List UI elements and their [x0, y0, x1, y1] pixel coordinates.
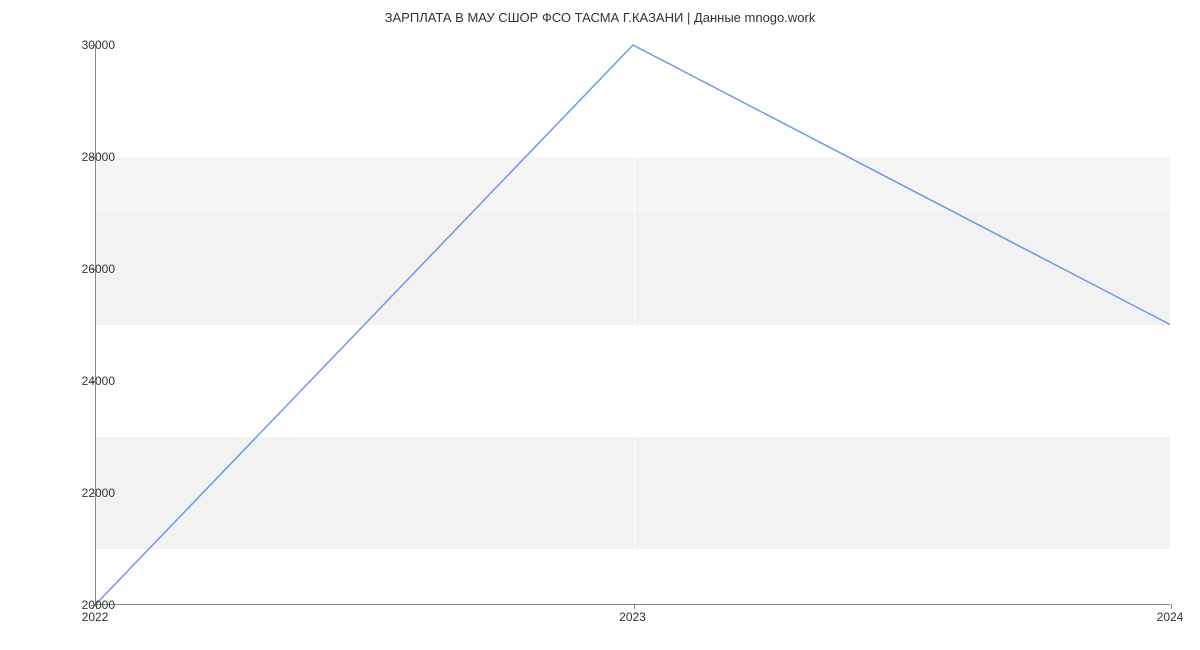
y-tick-label: 20000: [55, 598, 115, 612]
x-tick-label: 2024: [1157, 610, 1184, 624]
y-tick-label: 28000: [55, 150, 115, 164]
y-tick-label: 30000: [55, 38, 115, 52]
chart-container: 202220232024: [95, 45, 1170, 605]
grid-line-vertical: [1171, 45, 1172, 604]
y-tick-label: 22000: [55, 486, 115, 500]
series-line: [96, 45, 1170, 604]
plot-area: [95, 45, 1170, 605]
y-tick-label: 24000: [55, 374, 115, 388]
x-tick-label: 2023: [619, 610, 646, 624]
line-series-svg: [96, 45, 1170, 604]
x-tick-mark: [1171, 604, 1172, 609]
y-tick-label: 26000: [55, 262, 115, 276]
x-tick-label: 2022: [82, 610, 109, 624]
chart-title: ЗАРПЛАТА В МАУ СШОР ФСО ТАСМА Г.КАЗАНИ |…: [0, 0, 1200, 25]
x-tick-mark: [634, 604, 635, 609]
